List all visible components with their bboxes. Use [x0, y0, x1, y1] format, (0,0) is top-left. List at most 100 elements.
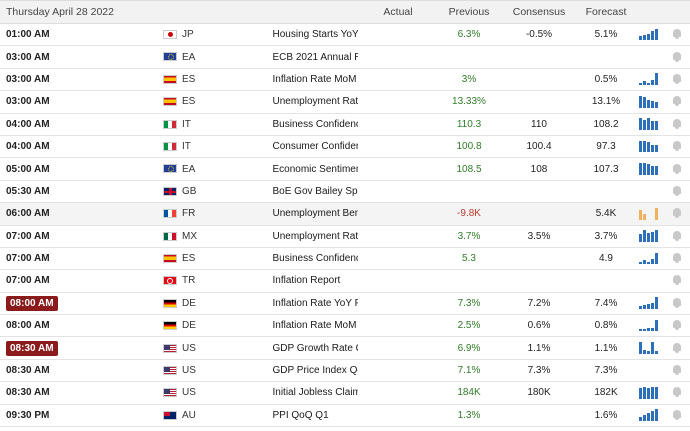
- sparkline-chart[interactable]: [639, 73, 659, 86]
- event-name-cell[interactable]: GDP Growth Rate QoQ Adv Q1: [268, 336, 359, 360]
- sparkline-chart[interactable]: [639, 28, 659, 41]
- bell-icon[interactable]: [673, 118, 681, 129]
- consensus-value: [500, 247, 578, 271]
- event-name-link[interactable]: Unemployment Benefit Claims MAR: [272, 208, 359, 220]
- sparkline-bar: [639, 328, 642, 332]
- event-name-cell[interactable]: GDP Price Index QoQ Adv Q1: [268, 359, 359, 383]
- event-name-link[interactable]: Consumer Confidence APR: [272, 141, 359, 153]
- bell-icon[interactable]: [673, 163, 681, 174]
- event-name-cell[interactable]: BoE Gov Bailey Speech🔈: [268, 180, 359, 204]
- event-name-cell[interactable]: Inflation Rate MoM Prel APR: [268, 68, 359, 92]
- sparkline-chart[interactable]: [639, 319, 659, 332]
- bell-icon[interactable]: [673, 51, 681, 62]
- event-name-link[interactable]: BoE Gov Bailey Speech: [272, 185, 359, 197]
- sparkline-chart[interactable]: [639, 163, 659, 175]
- event-name-cell[interactable]: Unemployment Rate MAR: [268, 225, 359, 248]
- bell-icon[interactable]: [673, 96, 681, 107]
- col-forecast[interactable]: Forecast: [578, 0, 634, 24]
- event-name-cell[interactable]: Economic Sentiment APR: [268, 157, 359, 181]
- event-name-cell[interactable]: Inflation Rate MoM Prel APR: [268, 314, 359, 338]
- col-previous[interactable]: Previous: [438, 0, 500, 24]
- event-row[interactable]: 09:30 PM AU PPI QoQ Q1 1.3% 1.6%: [0, 404, 690, 428]
- event-name-cell[interactable]: Business Confidence APR: [268, 247, 359, 271]
- event-name-link[interactable]: Inflation Rate MoM Prel APR: [272, 73, 359, 85]
- bell-icon[interactable]: [673, 387, 681, 398]
- sparkline-bar: [655, 73, 658, 86]
- event-name-cell[interactable]: Inflation Rate YoY Prel APR: [268, 292, 359, 316]
- event-name-link[interactable]: Unemployment Rate Q1: [272, 96, 359, 108]
- bell-icon[interactable]: [673, 141, 681, 152]
- bell-icon[interactable]: [673, 275, 681, 286]
- event-name-link[interactable]: Business Confidence APR: [272, 118, 359, 130]
- sparkline-chart[interactable]: [639, 230, 659, 242]
- sparkline-chart[interactable]: [639, 118, 659, 130]
- event-name-link[interactable]: PPI QoQ Q1: [272, 409, 329, 421]
- sparkline-chart[interactable]: [639, 252, 659, 265]
- event-row[interactable]: 07:00 AM TR Inflation Report: [0, 269, 690, 293]
- event-name-cell[interactable]: Housing Starts YoY MAR: [268, 23, 359, 47]
- bell-icon[interactable]: [673, 29, 681, 40]
- sparkline-chart[interactable]: [639, 409, 659, 422]
- event-name-link[interactable]: GDP Price Index QoQ Adv Q1: [272, 365, 359, 377]
- forecast-value: 4.9: [578, 247, 634, 271]
- col-actual[interactable]: Actual: [358, 0, 438, 24]
- event-name-link[interactable]: Inflation Report: [272, 275, 341, 287]
- sparkline-chart[interactable]: [639, 386, 659, 399]
- sparkline-chart[interactable]: [639, 342, 659, 354]
- event-name-cell[interactable]: Business Confidence APR: [268, 113, 359, 136]
- event-name-link[interactable]: GDP Growth Rate QoQ Adv Q1: [272, 342, 359, 354]
- country-code: DE: [179, 314, 269, 338]
- event-name-cell[interactable]: PPI QoQ Q1: [268, 404, 358, 428]
- event-name-cell[interactable]: Unemployment Rate Q1: [268, 90, 359, 114]
- actual-value: [358, 292, 438, 316]
- country-flag-icon: [163, 74, 177, 84]
- bell-icon[interactable]: [673, 185, 681, 196]
- bell-icon[interactable]: [673, 253, 681, 264]
- event-name-cell[interactable]: Initial Jobless Claims 23/APR: [268, 381, 359, 405]
- event-name-link[interactable]: Housing Starts YoY MAR: [272, 29, 359, 41]
- sparkline-chart[interactable]: [639, 140, 659, 153]
- event-name-cell[interactable]: ECB 2021 Annual Report: [268, 45, 359, 69]
- bell-icon[interactable]: [673, 320, 681, 331]
- bell-icon[interactable]: [673, 342, 681, 353]
- event-name-cell[interactable]: Inflation Report: [268, 269, 358, 293]
- event-name-link[interactable]: Inflation Rate MoM Prel APR: [272, 320, 359, 332]
- sparkline-chart[interactable]: [639, 297, 659, 310]
- bell-icon[interactable]: [673, 365, 681, 376]
- previous-value: 7.3%: [438, 292, 500, 316]
- event-name-cell[interactable]: Consumer Confidence APR: [268, 135, 359, 159]
- col-consensus[interactable]: Consensus: [500, 0, 578, 24]
- event-name-cell[interactable]: Unemployment Benefit Claims MAR: [268, 202, 359, 226]
- alert-cell: [664, 90, 690, 114]
- event-name-link[interactable]: Inflation Rate YoY Prel APR: [272, 297, 359, 309]
- bell-icon[interactable]: [673, 409, 681, 420]
- bell-icon[interactable]: [673, 230, 681, 241]
- event-name-link[interactable]: Initial Jobless Claims 23/APR: [272, 387, 359, 399]
- bell-icon[interactable]: [673, 208, 681, 219]
- event-name-link[interactable]: Unemployment Rate MAR: [272, 230, 359, 242]
- event-name-link[interactable]: Economic Sentiment APR: [272, 163, 359, 175]
- sparkline-chart[interactable]: [639, 207, 659, 220]
- bell-icon[interactable]: [673, 73, 681, 84]
- bell-icon[interactable]: [673, 297, 681, 308]
- time-cell: 09:30 PM: [0, 404, 90, 428]
- event-name-link[interactable]: Business Confidence APR: [272, 253, 359, 265]
- event-name-link[interactable]: ECB 2021 Annual Report: [272, 51, 359, 63]
- sparkline-chart[interactable]: [639, 95, 659, 108]
